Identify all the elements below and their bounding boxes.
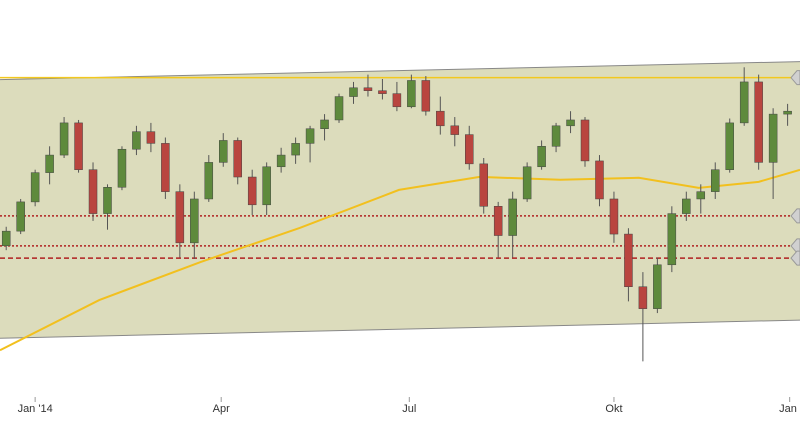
x-tick-label: Apr [213,403,230,415]
x-tick-label: Jan '14 [18,403,53,415]
candle-body [392,93,402,108]
candle-body [190,198,199,244]
candle-body [334,96,344,121]
candle-body [653,264,662,309]
candle-body [667,213,677,266]
channel-fill [0,61,800,339]
candle-body [320,119,329,129]
x-tick-label: Okt [605,403,622,415]
candle-body [783,110,792,115]
candle-body [161,143,170,192]
candle-body [16,201,25,232]
candle-body [378,90,387,94]
candle-body [595,160,604,200]
candle-body [754,81,763,163]
candle-body [45,154,54,173]
candle-body [30,172,40,203]
candle-body [291,143,300,156]
candle-body [768,113,778,163]
candle-body [537,146,546,168]
candle-body [624,233,633,287]
candle-body [59,122,69,156]
candle-body [262,166,271,206]
candle-body [609,198,619,235]
price-tag [790,70,800,86]
channel-line [0,319,800,339]
candle-body [436,110,445,127]
candle-body [349,87,358,97]
candle-body [682,198,691,214]
candle-body [74,122,83,170]
candle-body [175,191,185,244]
candle-body [739,81,749,124]
x-tick-label: Jul [402,403,416,415]
x-tick-label: Jan [779,403,797,415]
candle-body [580,119,590,162]
candle-body [465,134,474,165]
candle-body [725,122,734,170]
candle-body [638,286,648,309]
price-tag [790,250,800,266]
candle-body [696,191,706,200]
candle-body [276,154,286,168]
price-tag [790,208,800,224]
candle-body [407,80,416,108]
candle-body [522,166,532,200]
candle-body [132,131,141,150]
candle-body [493,206,503,236]
candle-body [103,187,112,214]
candle-body [1,230,11,247]
candle-body [710,169,720,192]
candle-body [117,148,127,188]
candle-body [479,163,488,207]
candle-body [219,140,228,163]
candle-body [363,87,373,91]
candle-body [233,140,242,178]
candle-body [204,162,214,200]
candle-body [450,125,460,135]
candle-body [508,198,517,236]
candle-body [88,169,98,214]
channel-line [0,61,800,81]
candle-body [566,119,575,127]
candle-body [551,125,561,147]
candle-body [146,131,156,144]
candle-body [247,176,257,206]
candle-body [421,80,431,112]
candle-body [305,128,315,144]
